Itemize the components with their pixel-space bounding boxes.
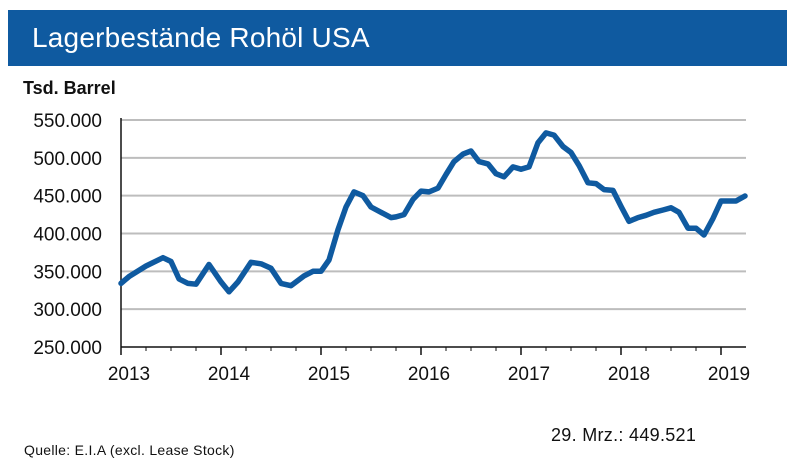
y-tick-label: 500.000 xyxy=(33,149,102,170)
y-tick-label: 550.000 xyxy=(33,111,102,132)
y-axis-label: Tsd. Barrel xyxy=(23,78,116,98)
latest-value-note: 29. Mrz.: 449.521 xyxy=(551,425,697,445)
x-tick-label: 2015 xyxy=(308,364,350,385)
x-tick-label: 2018 xyxy=(608,364,650,385)
x-tick-label: 2016 xyxy=(408,364,450,385)
y-tick-label: 350.000 xyxy=(33,262,102,283)
x-tick-label: 2019 xyxy=(708,364,750,385)
title-bar: Lagerbestände Rohöl USA xyxy=(8,10,787,66)
y-tick-label: 250.000 xyxy=(33,338,102,359)
series-line xyxy=(118,130,748,295)
x-tick-label: 2017 xyxy=(508,364,550,385)
source-note: Quelle: E.I.A (excl. Lease Stock) xyxy=(24,442,235,458)
y-tick-label: 450.000 xyxy=(33,187,102,208)
x-tick-label: 2013 xyxy=(108,364,150,385)
y-tick-label: 400.000 xyxy=(33,225,102,246)
y-tick-label: 300.000 xyxy=(33,300,102,321)
chart-title: Lagerbestände Rohöl USA xyxy=(32,22,370,53)
x-tick-label: 2014 xyxy=(208,364,251,385)
